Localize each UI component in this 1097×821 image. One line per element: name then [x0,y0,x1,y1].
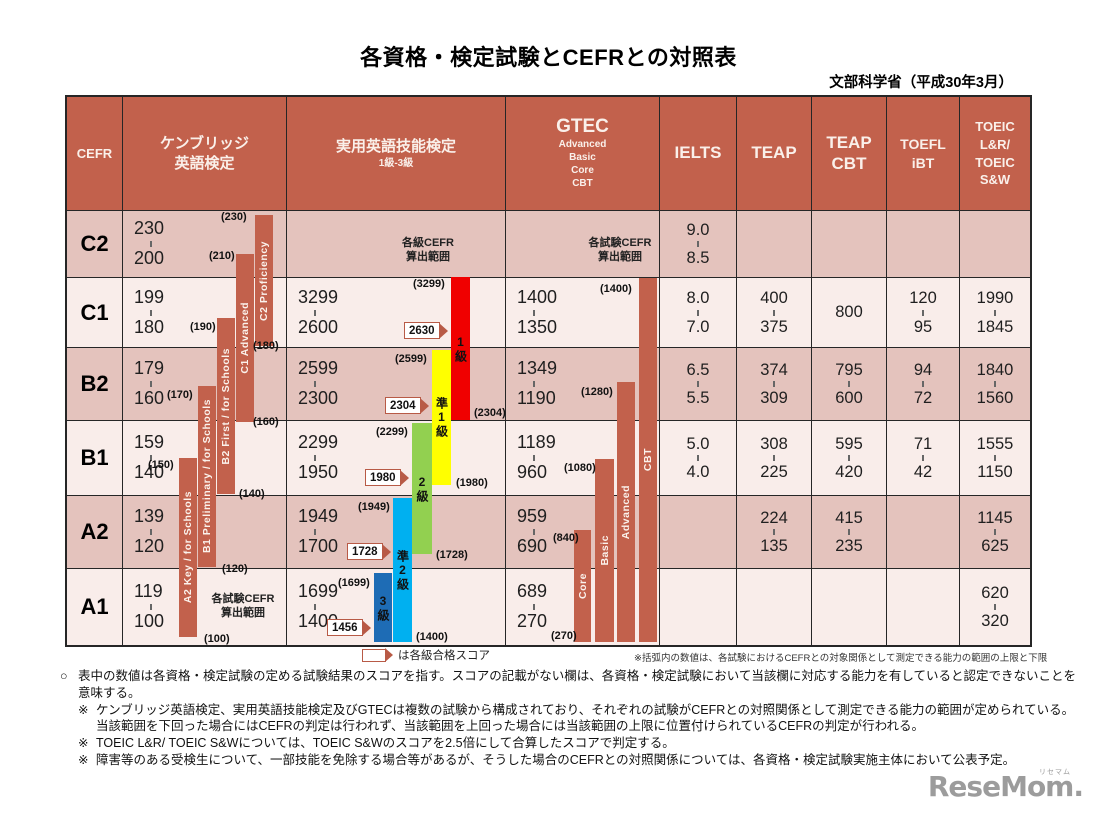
header-teap-cbt: TEAP CBT [812,97,886,210]
cell-b1-eiken: 2299 1950 [287,421,505,495]
footnote-1: ○ 表中の数値は各資格・検定試験の定める試験結果のスコアを指す。スコアの記載がない… [60,669,1077,700]
cell-c2-gtec [506,211,659,277]
cell-b1-teap: 308 225 [737,421,811,495]
cell-a2-cambridge: 139 120 [123,496,286,568]
cell-a1-level: A1 [67,569,122,645]
cell-a1-teap-cbt [812,569,886,645]
cell-a1-teap [737,569,811,645]
header-cambridge: ケンブリッジ 英語検定 [123,97,286,210]
source-label: 文部科学省（平成30年3月） [829,75,1013,91]
header-ielts: IELTS [660,97,736,210]
cell-a2-teap: 224 135 [737,496,811,568]
cell-b1-gtec: 1189 960 [506,421,659,495]
cell-b1-toefl: 71 42 [887,421,959,495]
cefr-comparison-table: CEFR ケンブリッジ 英語検定 実用英語技能検定 1級-3級 GTEC Advan… [65,95,1032,647]
cell-b2-toeic: 1840 1560 [960,348,1030,420]
cell-b2-toefl: 94 72 [887,348,959,420]
resemom-logo-text: ReseMom. [927,770,1084,803]
cell-b1-teap-cbt: 595 420 [812,421,886,495]
cell-c2-teap-cbt [812,211,886,277]
parentheses-note: ※括弧内の数値は、各試験におけるCEFRとの対象関係として測定できる能力の範囲の… [634,653,1048,664]
footnote-4: ※ 障害等のある受検生について、一部技能を免除する場合等があるが、そうした場合のC… [78,752,1016,767]
cell-b2-eiken: 2599 2300 [287,348,505,420]
cell-a1-ielts [660,569,736,645]
cell-c1-gtec: 1400 1350 [506,278,659,347]
cell-b2-teap-cbt: 795 600 [812,348,886,420]
cell-a1-eiken: 1699 1400 [287,569,505,645]
cell-c1-level: C1 [67,278,122,347]
header-toeic: TOEIC L&R/ TOEIC S&W [960,97,1030,210]
cell-a1-gtec: 689 270 [506,569,659,645]
cell-a2-level: A2 [67,496,122,568]
cell-c2-eiken [287,211,505,277]
cell-b2-teap: 374 309 [737,348,811,420]
cell-a2-toeic: 1145 625 [960,496,1030,568]
cell-c2-level: C2 [67,211,122,277]
cell-b2-ielts: 6.5 5.5 [660,348,736,420]
cell-c1-ielts: 8.0 7.0 [660,278,736,347]
cell-b1-cambridge: 159 140 [123,421,286,495]
resemom-logo: リセマム ReseMom. [927,769,1084,803]
cell-b2-gtec: 1349 1190 [506,348,659,420]
cell-c1-toefl: 120 95 [887,278,959,347]
page-title: 各資格・検定試験とCEFRとの対照表 [360,45,737,70]
cell-a2-eiken: 1949 1700 [287,496,505,568]
cell-b1-ielts: 5.0 4.0 [660,421,736,495]
footnotes: ○ 表中の数値は各資格・検定試験の定める試験結果のスコアを指す。スコアの記載がない… [60,668,1084,769]
cell-c2-cambridge: 230 200 [123,211,286,277]
header-eiken: 実用英語技能検定 1級-3級 [287,97,505,210]
header-cefr: CEFR [67,97,122,210]
cell-a1-toeic: 620 320 [960,569,1030,645]
header-gtec: GTEC Advanced Basic Core CBT [506,97,659,210]
cell-c1-eiken: 3299 2600 [287,278,505,347]
cell-b1-toeic: 1555 1150 [960,421,1030,495]
cell-c2-toeic [960,211,1030,277]
header-toefl-ibt: TOEFL iBT [887,97,959,210]
resemom-logo-kana: リセマム [1039,769,1071,776]
pass-score-arrow-icon [362,648,386,662]
cell-c1-cambridge: 199 180 [123,278,286,347]
cell-c2-teap [737,211,811,277]
legend-pass-score: は各級合格スコア [362,647,490,663]
cell-a1-toefl [887,569,959,645]
cell-a1-cambridge: 119 100 [123,569,286,645]
footnote-2: ※ ケンブリッジ英語検定、実用英語技能検定及びGTECは複数の試験から構成されてお… [78,702,1075,734]
cell-b2-cambridge: 179 160 [123,348,286,420]
cell-c1-teap-cbt: 800 [812,278,886,347]
cell-a2-teap-cbt: 415 235 [812,496,886,568]
cell-c2-ielts: 9.0 8.5 [660,211,736,277]
footnote-3: ※ TOEIC L&R/ TOEIC S&Wについては、TOEIC S&Wのスコア… [78,736,675,750]
cell-b2-level: B2 [67,348,122,420]
cell-a2-ielts [660,496,736,568]
cell-c1-teap: 400 375 [737,278,811,347]
cell-a2-gtec: 959 690 [506,496,659,568]
cell-b1-level: B1 [67,421,122,495]
cell-a2-toefl [887,496,959,568]
cell-c1-toeic: 1990 1845 [960,278,1030,347]
cell-c2-toefl [887,211,959,277]
header-teap: TEAP [737,97,811,210]
